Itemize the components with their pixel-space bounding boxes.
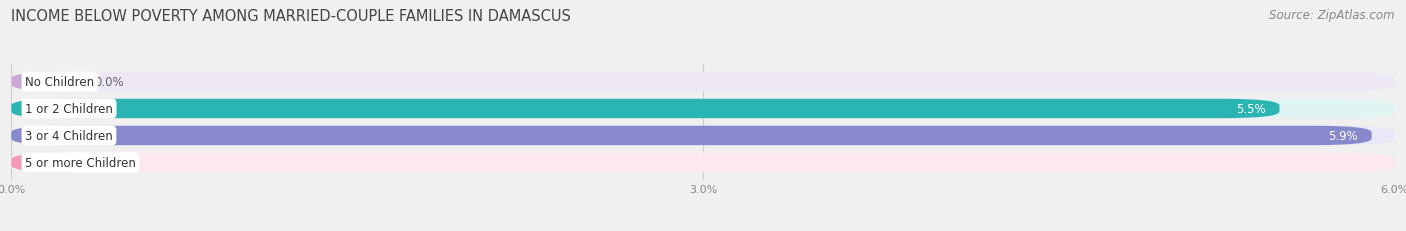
- Text: Source: ZipAtlas.com: Source: ZipAtlas.com: [1270, 9, 1395, 22]
- Text: 3 or 4 Children: 3 or 4 Children: [25, 129, 112, 142]
- FancyBboxPatch shape: [11, 153, 1395, 172]
- Text: 5.5%: 5.5%: [1236, 103, 1265, 116]
- Text: 5.9%: 5.9%: [1329, 129, 1358, 142]
- FancyBboxPatch shape: [11, 73, 76, 92]
- FancyBboxPatch shape: [11, 153, 76, 172]
- FancyBboxPatch shape: [11, 73, 1395, 92]
- Text: INCOME BELOW POVERTY AMONG MARRIED-COUPLE FAMILIES IN DAMASCUS: INCOME BELOW POVERTY AMONG MARRIED-COUPL…: [11, 9, 571, 24]
- Text: 0.0%: 0.0%: [94, 156, 124, 169]
- Text: 0.0%: 0.0%: [94, 76, 124, 89]
- FancyBboxPatch shape: [11, 126, 1395, 146]
- FancyBboxPatch shape: [11, 99, 1279, 119]
- FancyBboxPatch shape: [11, 99, 1395, 119]
- Text: 5 or more Children: 5 or more Children: [25, 156, 136, 169]
- Text: No Children: No Children: [25, 76, 94, 89]
- Text: 1 or 2 Children: 1 or 2 Children: [25, 103, 112, 116]
- FancyBboxPatch shape: [11, 126, 1372, 146]
